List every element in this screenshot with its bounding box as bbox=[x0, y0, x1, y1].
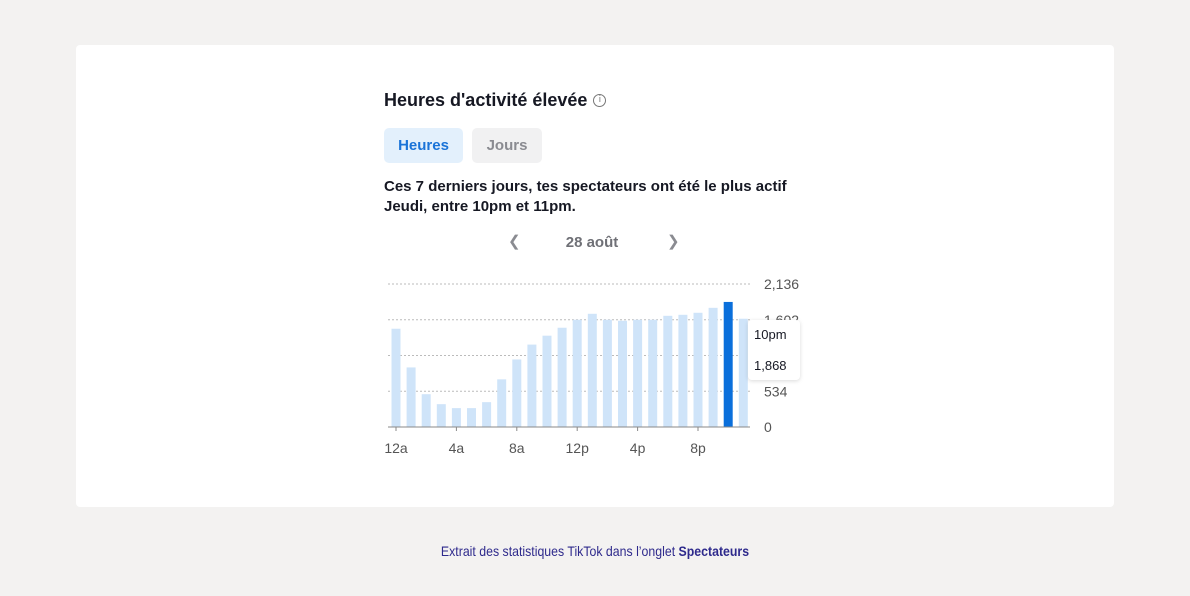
bar bbox=[693, 312, 703, 427]
caption: Extrait des statistiques TikTok dans l’o… bbox=[71, 543, 1118, 559]
bar bbox=[572, 319, 582, 427]
chart-tooltip: 10pm 1,868 bbox=[748, 320, 800, 380]
bar bbox=[708, 307, 718, 427]
caption-bold: Spectateurs bbox=[678, 543, 750, 559]
tab-jours[interactable]: Jours bbox=[472, 128, 542, 163]
info-icon[interactable]: i bbox=[593, 94, 607, 107]
bar bbox=[467, 408, 476, 427]
bar bbox=[451, 408, 461, 427]
bar bbox=[663, 315, 673, 427]
date-label: 28 août bbox=[565, 234, 619, 251]
x-tick-label: 8a bbox=[509, 440, 525, 456]
description: Ces 7 derniers jours, tes spectateurs on… bbox=[384, 178, 787, 215]
y-tick-label: 534 bbox=[764, 383, 788, 399]
x-tick-label: 12a bbox=[384, 440, 408, 456]
bar bbox=[542, 335, 552, 427]
caption-text: Extrait des statistiques TikTok dans l’o… bbox=[440, 543, 679, 559]
bar bbox=[738, 318, 748, 427]
bar bbox=[497, 379, 507, 427]
bar bbox=[602, 319, 612, 427]
tooltip-value: 1,868 bbox=[754, 358, 787, 373]
tooltip-label: 10pm bbox=[754, 327, 787, 342]
section-title: Heures d'activité élevée i bbox=[384, 90, 607, 111]
bar bbox=[421, 394, 431, 427]
x-tick-label: 8p bbox=[690, 440, 706, 456]
card bbox=[76, 45, 1114, 507]
chevron-left-icon[interactable]: ❮ bbox=[508, 233, 521, 250]
bar bbox=[482, 402, 492, 427]
title-text: Heures d'activité élevée bbox=[384, 90, 588, 110]
bar bbox=[527, 344, 537, 427]
bar bbox=[678, 314, 688, 427]
y-tick-label: 2,136 bbox=[764, 276, 799, 292]
bar bbox=[512, 359, 522, 427]
tab-heures[interactable]: Heures bbox=[384, 128, 463, 163]
bar bbox=[633, 319, 643, 427]
x-tick-label: 4p bbox=[630, 440, 646, 456]
y-tick-label: 0 bbox=[764, 419, 772, 435]
bar bbox=[406, 367, 416, 427]
bar bbox=[587, 313, 597, 427]
bar bbox=[436, 404, 446, 427]
bar bbox=[723, 301, 733, 427]
x-tick-label: 4a bbox=[449, 440, 465, 456]
bar bbox=[648, 319, 658, 427]
bar bbox=[391, 328, 401, 427]
bar bbox=[557, 327, 567, 427]
chevron-right-icon[interactable]: ❯ bbox=[667, 233, 680, 250]
x-tick-label: 12p bbox=[566, 440, 590, 456]
bar bbox=[618, 320, 627, 427]
